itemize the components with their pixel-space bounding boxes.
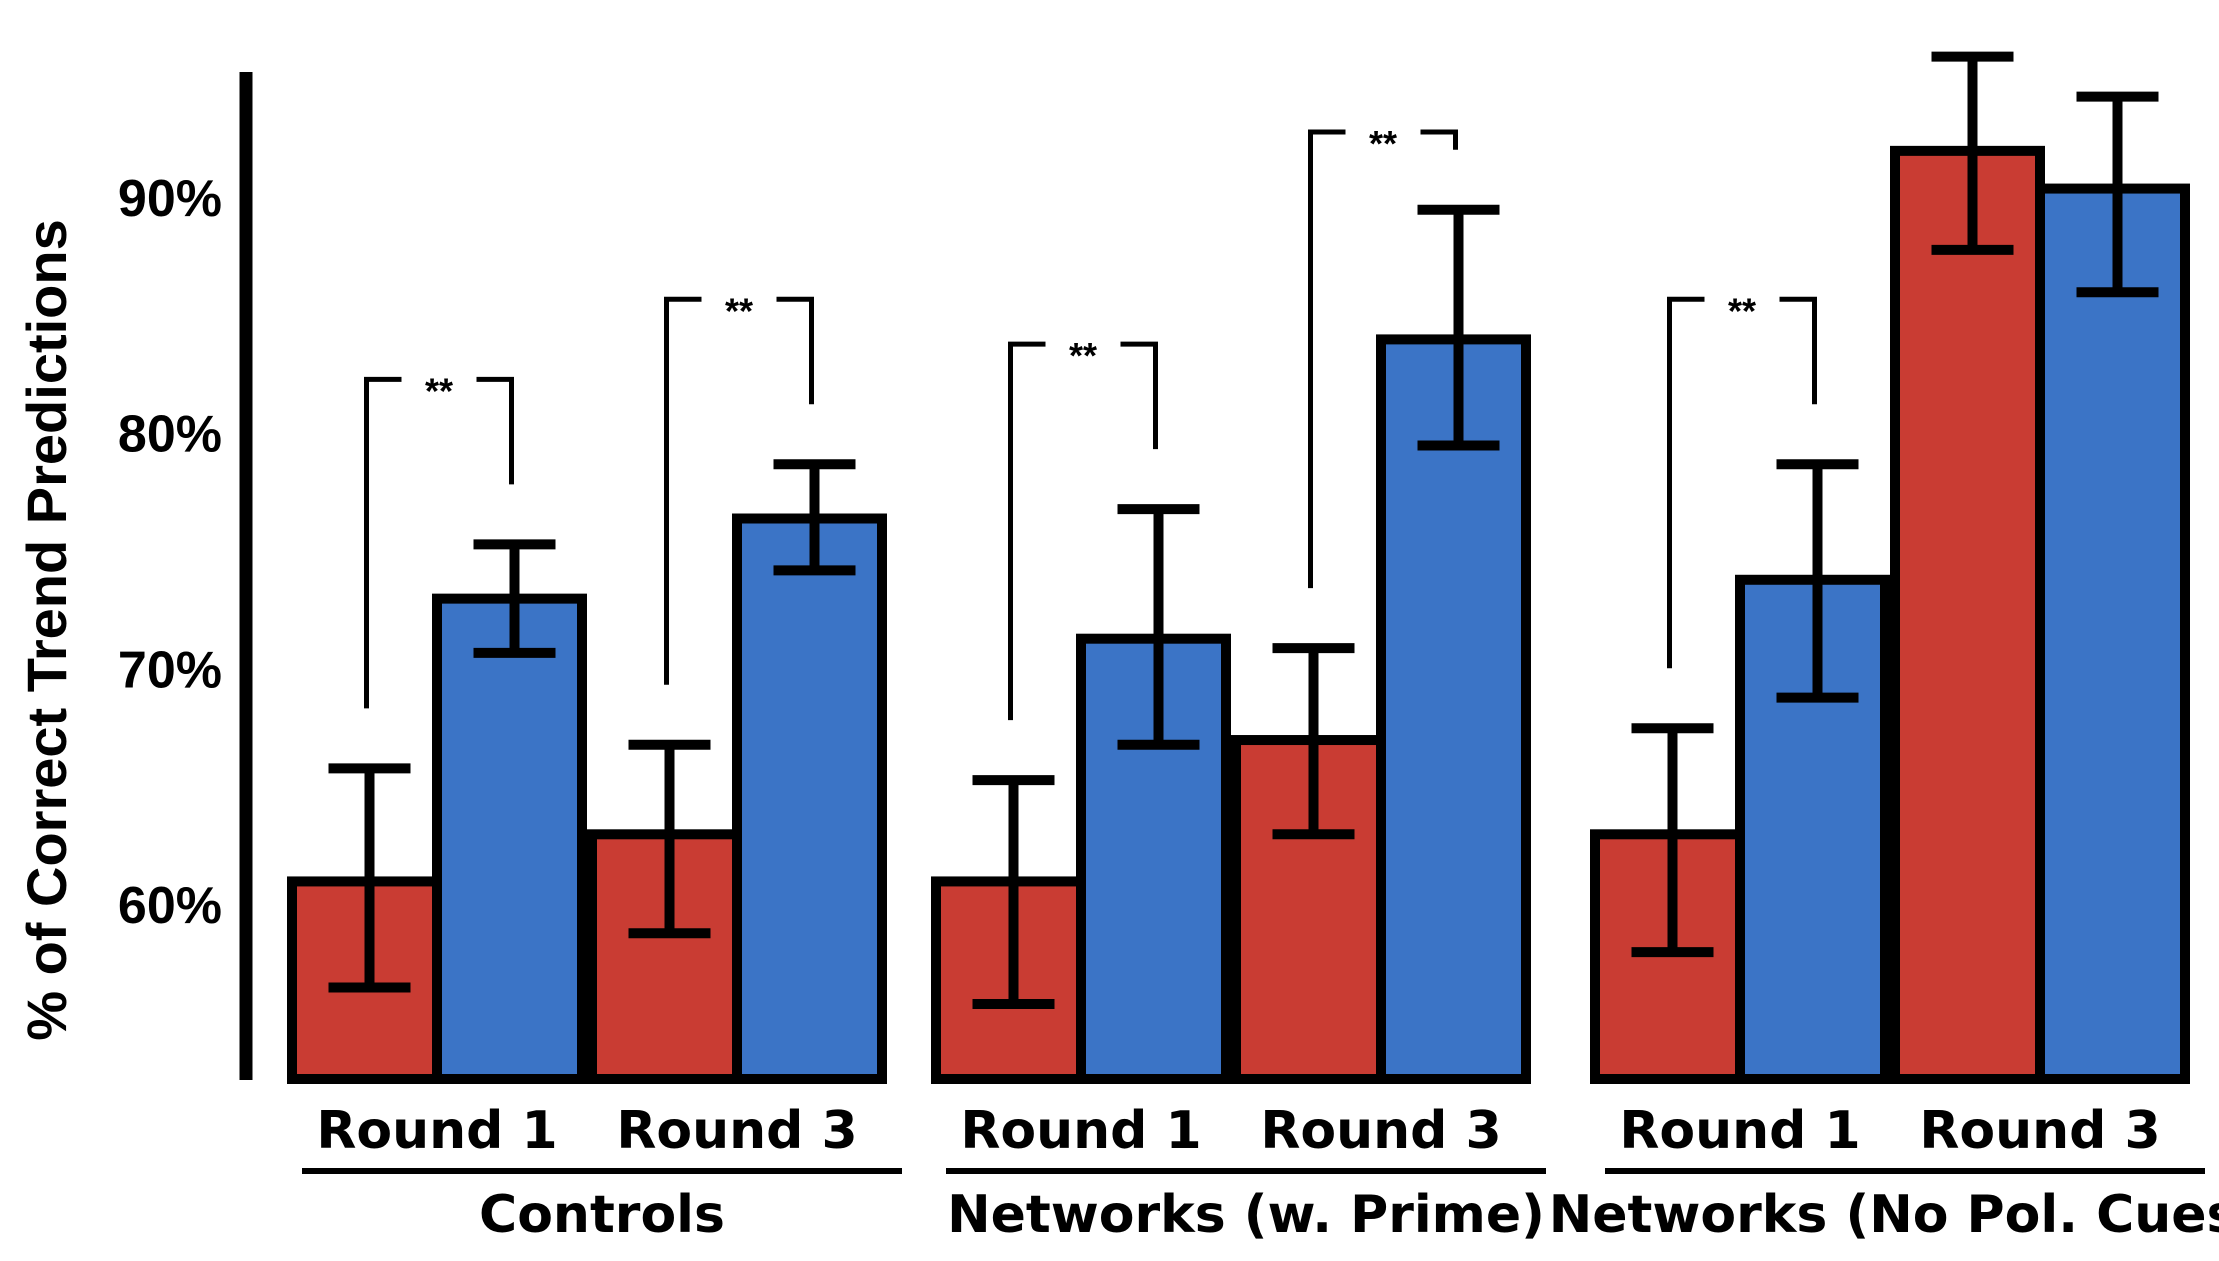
y-tick-label: 90% [118,170,222,228]
group-label: Networks (w. Prime) [947,1185,1545,1245]
x-tick-label: Round 3 [1260,1101,1501,1161]
y-axis-label: % of Correct Trend Predictions [15,219,78,1041]
bracket-right [476,376,514,485]
error-bar-blue [2076,91,2159,298]
significance-label: ** [1369,123,1397,164]
group-label: Controls [479,1185,725,1245]
bracket-left [1667,296,1705,669]
bar-blue [2035,183,2190,1085]
significance-label: ** [425,370,453,411]
error-bar-blue [473,539,556,658]
bar-blue [432,593,587,1085]
bar-blue [732,513,887,1084]
bar-blue [1376,334,1531,1084]
x-tick-label: Round 3 [1919,1101,2160,1161]
group-label: Networks (No Pol. Cues) [1549,1185,2219,1245]
bracket-left [1308,129,1346,589]
x-tick-label: Round 1 [316,1101,557,1161]
error-bar-red [1931,51,2014,255]
error-bar-blue [1117,504,1200,750]
significance-label: ** [725,290,753,331]
bracket-right [776,296,814,405]
bracket-left [664,296,702,685]
bracket-left [364,376,402,709]
error-bar-red [1272,643,1355,840]
x-tick-label: Round 1 [960,1101,1201,1161]
error-bar-blue [773,459,856,576]
significance-bracket: ** [364,370,514,709]
significance-bracket: ** [664,290,814,685]
error-bar-red [328,763,411,993]
y-tick-label: 60% [118,877,222,935]
bracket-right [1779,296,1817,405]
bar-red [1890,145,2045,1085]
error-bar-blue [1417,204,1500,451]
bracket-left [1008,341,1046,721]
significance-bracket: ** [1308,123,1458,589]
bracket-right [1120,341,1158,450]
y-tick-label: 70% [118,641,222,699]
significance-bracket: ** [1667,290,1817,669]
bracket-right [1420,129,1458,150]
significance-bracket: ** [1008,335,1158,721]
error-bar-red [972,775,1055,1009]
significance-label: ** [1069,335,1097,376]
error-bar-blue [1776,459,1859,703]
x-tick-label: Round 3 [616,1101,857,1161]
error-bar-red [628,739,711,939]
x-tick-label: Round 1 [1619,1101,1860,1161]
significance-label: ** [1728,290,1756,331]
error-bar-red [1631,723,1714,958]
bar-blue [1076,633,1231,1084]
y-tick-label: 80% [118,406,222,464]
